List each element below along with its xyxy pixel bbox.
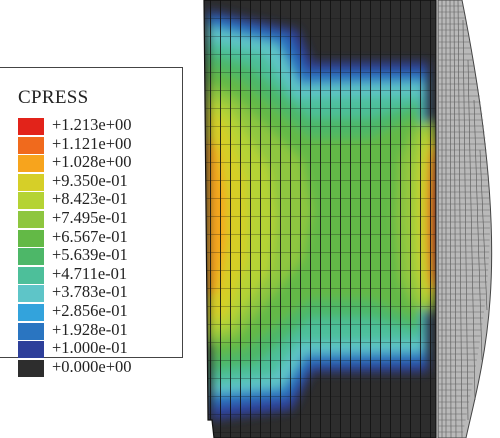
legend-label: +0.000e+00 — [52, 356, 132, 376]
legend-label: +1.121e+00 — [52, 133, 132, 153]
legend-swatch — [18, 229, 44, 247]
legend-swatch — [18, 322, 44, 340]
legend-entry: +1.213e+00 — [18, 115, 178, 135]
legend-swatch — [18, 359, 44, 377]
legend-swatch — [18, 192, 44, 210]
legend-label: +1.000e-01 — [52, 338, 128, 358]
legend-panel: CPRESS +1.213e+00 +1.121e+00 +1.028e+00 +9.… — [0, 67, 183, 377]
legend-label: +1.028e+00 — [52, 152, 132, 172]
legend-entry: +6.567e-01 — [18, 226, 178, 247]
legend-swatch — [18, 173, 44, 191]
legend-entry: +8.423e-01 — [18, 189, 178, 210]
legend-entry: +9.350e-01 — [18, 170, 178, 191]
legend-swatch — [18, 304, 44, 321]
legend-entry: +1.121e+00 — [18, 133, 178, 154]
legend-entry: +1.000e-01 — [18, 338, 178, 359]
legend-label: +9.350e-01 — [52, 170, 128, 190]
legend-label: +5.639e-01 — [52, 245, 128, 265]
rim-part — [437, 0, 493, 438]
legend-entry: +1.928e-01 — [18, 319, 178, 340]
contour-plot — [203, 0, 493, 438]
legend-swatch — [18, 155, 44, 173]
legend-label: +1.213e+00 — [52, 115, 132, 134]
legend-title: CPRESS — [18, 87, 89, 108]
legend-label: +7.495e-01 — [52, 208, 128, 227]
fe-mesh — [204, 0, 436, 438]
legend-swatch — [18, 341, 44, 359]
legend-entry: +5.639e-01 — [18, 245, 178, 266]
legend-entry: +1.028e+00 — [18, 152, 178, 173]
legend-label: +3.783e-01 — [52, 282, 128, 302]
legend-swatch — [18, 211, 44, 228]
legend-label: +8.423e-01 — [52, 189, 128, 209]
legend-entry: +7.495e-01 — [18, 208, 178, 228]
legend-entry: +4.711e-01 — [18, 263, 178, 284]
legend-label: +4.711e-01 — [52, 263, 128, 283]
legend-entry: +3.783e-01 — [18, 282, 178, 303]
legend-swatch — [18, 118, 44, 135]
legend-label: +1.928e-01 — [52, 319, 128, 339]
legend-swatch — [18, 266, 44, 284]
legend-label: +6.567e-01 — [52, 226, 128, 246]
legend-swatch — [18, 136, 44, 154]
legend-entry: +2.856e-01 — [18, 301, 178, 321]
legend-swatch — [18, 248, 44, 266]
legend-label: +2.856e-01 — [52, 301, 128, 320]
legend-entry: +0.000e+00 — [18, 356, 178, 377]
legend-swatch — [18, 285, 44, 303]
